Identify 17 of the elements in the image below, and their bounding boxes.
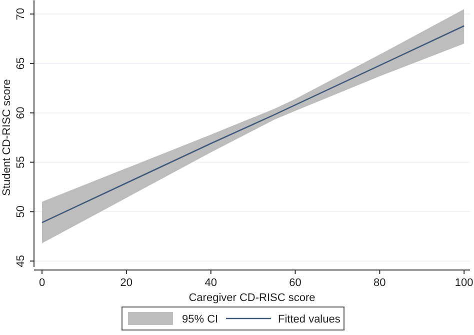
- x-tick-label: 40: [204, 277, 217, 289]
- x-tick-label: 0: [38, 277, 46, 289]
- y-tick-label: 60: [15, 106, 27, 119]
- x-axis-title: Caregiver CD-RISC score: [188, 292, 316, 304]
- y-tick-label: 55: [15, 156, 27, 168]
- legend-label: Fitted values: [278, 314, 341, 326]
- y-axis-title: Student CD-RISC score: [1, 79, 13, 196]
- y-tick-label: 50: [15, 206, 27, 218]
- line-series: [41, 25, 465, 224]
- x-tick-label: 20: [120, 277, 133, 289]
- x-tick-label: 80: [374, 277, 386, 289]
- x-tick-label: 60: [289, 277, 302, 289]
- y-tick-label: 65: [15, 57, 27, 70]
- y-tick-label: 70: [15, 8, 27, 20]
- y-tick-label: 45: [15, 254, 27, 268]
- text: 95% CI: [182, 314, 218, 326]
- x-tick-label: 100: [454, 277, 474, 289]
